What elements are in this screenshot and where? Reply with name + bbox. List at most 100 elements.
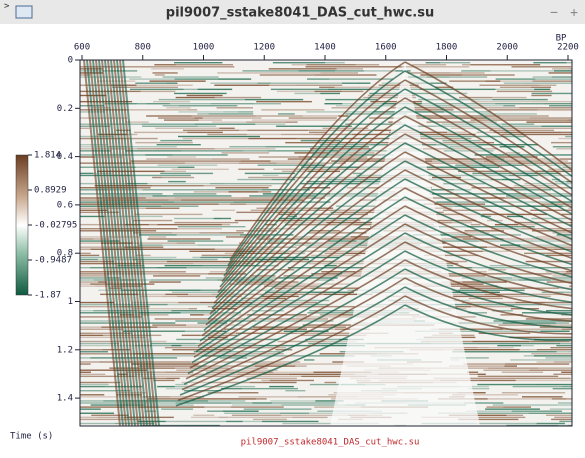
trace-band — [352, 66, 401, 67]
trace-band — [247, 134, 281, 135]
trace-band — [566, 398, 585, 399]
trace-band — [276, 126, 289, 127]
trace-band — [315, 91, 342, 92]
trace-band — [137, 148, 155, 149]
trace-band — [571, 218, 585, 219]
trace-band — [263, 382, 297, 383]
trace-band — [230, 203, 246, 204]
trace-band — [278, 113, 295, 114]
trace-band — [489, 347, 514, 348]
trace-band — [520, 349, 537, 350]
trace-band — [469, 298, 503, 299]
trace-band — [495, 89, 504, 90]
trace-band — [502, 392, 565, 393]
trace-band — [309, 310, 344, 311]
trace-band — [80, 353, 134, 354]
x-tick-label: 2200 — [557, 43, 579, 53]
trace-band — [153, 101, 190, 102]
y-tick-label: 0.2 — [57, 104, 73, 114]
trace-band — [157, 224, 222, 225]
window-icon[interactable] — [16, 6, 32, 18]
trace-band — [204, 185, 272, 186]
trace-band — [552, 68, 568, 69]
trace-band — [149, 224, 157, 225]
trace-band — [135, 142, 192, 143]
trace-band — [516, 380, 581, 381]
trace-band — [231, 406, 284, 407]
trace-band — [360, 183, 379, 184]
y-tick-label: 1.4 — [57, 394, 73, 404]
trace-band — [572, 312, 585, 313]
trace-band — [506, 376, 558, 377]
trace-band — [316, 195, 357, 196]
trace-band — [202, 355, 247, 356]
trace-band — [534, 89, 550, 90]
trace-band — [562, 214, 585, 215]
trace-band — [140, 193, 163, 194]
trace-band — [279, 214, 297, 215]
trace-band — [127, 109, 186, 110]
trace-band — [176, 64, 233, 65]
trace-band — [80, 306, 102, 307]
trace-band — [239, 162, 268, 163]
trace-band — [272, 402, 338, 403]
trace-band — [488, 333, 530, 334]
trace-band — [80, 156, 95, 157]
trace-band — [504, 83, 525, 84]
trace-band — [564, 292, 585, 293]
trace-band — [155, 74, 165, 75]
trace-band — [174, 62, 222, 63]
colorbar-label: -1.87 — [34, 291, 61, 301]
trace-band — [300, 134, 315, 135]
trace-band — [342, 83, 356, 84]
trace-band — [507, 429, 517, 430]
trace-band — [310, 230, 340, 231]
trace-band — [80, 349, 102, 350]
trace-band — [246, 203, 269, 204]
trace-band — [159, 99, 214, 100]
minimize-button[interactable]: − — [550, 6, 558, 21]
trace-band — [479, 417, 525, 418]
colorbar-label: 1.814 — [34, 151, 61, 161]
trace-band — [171, 310, 215, 311]
trace-band — [136, 85, 192, 86]
trace-band — [270, 400, 315, 401]
trace-band — [319, 87, 334, 88]
trace-band — [188, 294, 212, 295]
trace-band — [219, 128, 234, 129]
trace-band — [151, 68, 184, 69]
trace-band — [500, 115, 548, 116]
trace-band — [152, 150, 182, 151]
trace-band — [546, 357, 585, 358]
trace-band — [461, 70, 490, 71]
trace-band — [306, 64, 355, 65]
trace-band — [286, 288, 310, 289]
trace-band — [553, 374, 585, 375]
trace-band — [540, 85, 557, 86]
trace-band — [160, 140, 192, 141]
trace-band — [167, 156, 196, 157]
trace-band — [308, 130, 374, 131]
trace-band — [512, 411, 562, 412]
trace-band — [222, 224, 230, 225]
trace-band — [328, 427, 359, 428]
trace-band — [177, 242, 195, 243]
trace-band — [455, 89, 495, 90]
trace-band — [544, 103, 585, 104]
trace-band — [564, 427, 585, 428]
trace-band — [572, 335, 585, 336]
maximize-button[interactable]: + — [570, 6, 578, 21]
trace-band — [146, 115, 192, 116]
trace-band — [183, 130, 239, 131]
trace-band — [238, 169, 264, 170]
trace-band — [570, 222, 579, 223]
trace-band — [475, 148, 498, 149]
trace-band — [215, 187, 268, 188]
trace-band — [134, 132, 187, 133]
trace-band — [160, 173, 195, 174]
trace-band — [492, 97, 526, 98]
trace-band — [459, 97, 492, 98]
trace-band — [253, 419, 287, 420]
trace-band — [195, 124, 256, 125]
trace-band — [465, 427, 492, 428]
